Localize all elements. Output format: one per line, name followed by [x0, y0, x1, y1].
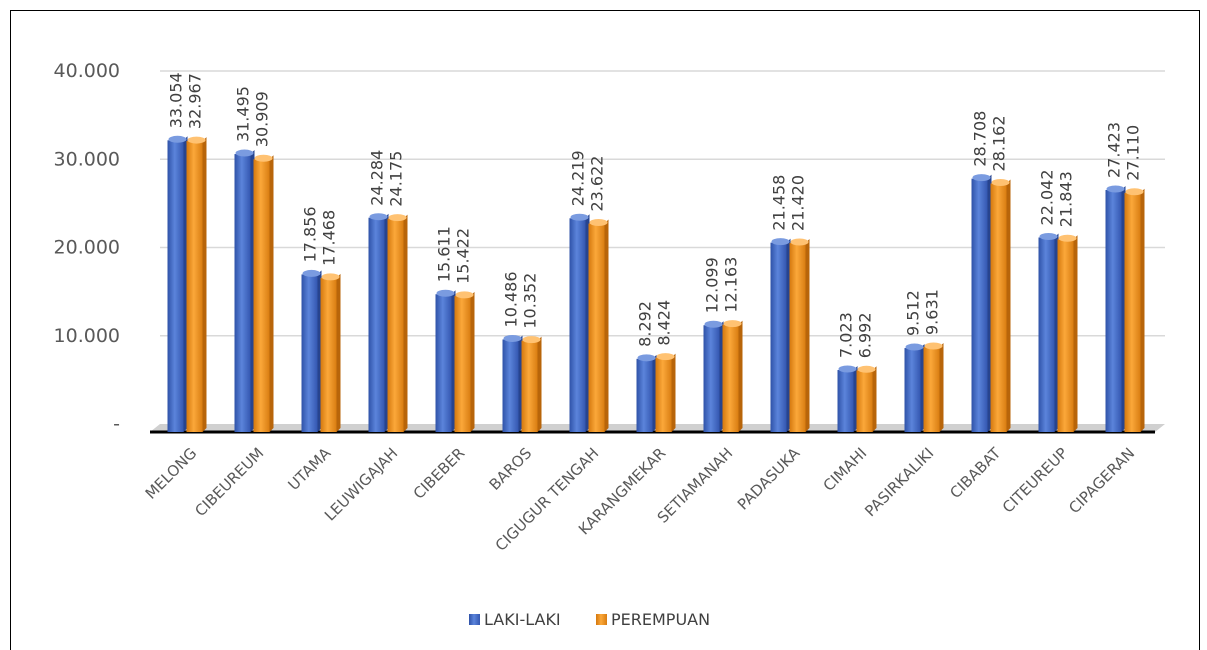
data-label: 17.856	[301, 206, 320, 262]
data-labels: 33.054 32.967 31.495 30.909 17.856 17.468 24.2…	[167, 72, 1143, 358]
data-label: 27.423	[1105, 122, 1124, 178]
x-category-label: PASIRKALIKI	[861, 444, 937, 520]
data-label: 28.708	[971, 111, 990, 167]
bar-laki-laki-cibeureum	[234, 149, 255, 432]
bar-laki-laki-baros	[502, 334, 523, 432]
data-label: 33.054	[167, 72, 186, 128]
bar-perempuan-utama	[320, 273, 341, 432]
bar-perempuan-setiamanah	[722, 320, 743, 432]
bar-perempuan-baros	[521, 336, 542, 432]
data-label: 24.219	[569, 150, 588, 206]
y-axis: - 10.000 20.000 30.000 40.000	[54, 60, 120, 435]
data-label: 22.042	[1038, 169, 1057, 225]
bar-perempuan-cipageran	[1124, 188, 1145, 432]
bar-perempuan-karangmekar	[655, 353, 676, 432]
bar-laki-laki-cigugur-tengah	[569, 213, 590, 432]
bar-perempuan-pasirkaliki	[923, 342, 944, 432]
data-label: 8.292	[636, 301, 655, 347]
bar-laki-laki-utama	[301, 269, 322, 432]
bar-laki-laki-cipageran	[1105, 185, 1126, 432]
data-label: 17.468	[320, 210, 339, 266]
x-category-label: BAROS	[486, 444, 536, 494]
y-tick-label: 30.000	[54, 148, 120, 170]
data-label: 12.163	[722, 257, 741, 313]
data-label: 21.420	[789, 175, 808, 231]
data-label: 7.023	[837, 312, 856, 358]
bar-perempuan-cimahi	[856, 365, 877, 432]
chart-frame	[10, 10, 1200, 650]
bar-laki-laki-citeureup	[1038, 232, 1059, 432]
bar-perempuan-cibeber	[454, 291, 475, 432]
bar-laki-laki-cibabat	[971, 174, 992, 432]
bar-perempuan-melong	[186, 136, 207, 432]
x-category-label: CIMAHI	[820, 444, 871, 495]
data-label: 8.424	[655, 300, 674, 346]
x-category-label: CIBABAT	[946, 444, 1005, 503]
bar-laki-laki-cimahi	[837, 365, 858, 432]
y-tick-label: 40.000	[54, 60, 120, 82]
bar-perempuan-padasuka	[789, 238, 810, 432]
x-category-label: CIPAGERAN	[1065, 444, 1138, 517]
data-label: 15.422	[454, 228, 473, 284]
bar-perempuan-leuwigajah	[387, 214, 408, 432]
data-label: 6.992	[856, 312, 875, 358]
data-label: 32.967	[186, 73, 205, 129]
x-category-label: CITEUREUP	[999, 444, 1071, 516]
legend-swatch-laki-laki	[469, 614, 480, 625]
x-category-label: PADASUKA	[734, 444, 804, 514]
bar-perempuan-cibeureum	[253, 154, 274, 432]
data-label: 24.175	[387, 151, 406, 207]
bar-laki-laki-setiamanah	[703, 320, 724, 432]
legend: LAKI-LAKI PEREMPUAN	[469, 610, 710, 629]
y-tick-label: -	[113, 413, 120, 435]
x-category-label: CIBEUREUM	[191, 444, 267, 520]
data-label: 10.486	[502, 271, 521, 327]
data-label: 27.110	[1124, 125, 1143, 181]
data-label: 30.909	[253, 91, 272, 147]
data-label: 24.284	[368, 150, 387, 206]
x-category-label: CIBEBER	[410, 444, 469, 503]
bars	[167, 135, 1145, 432]
bar-laki-laki-melong	[167, 135, 188, 432]
bar-laki-laki-leuwigajah	[368, 213, 389, 432]
data-label: 23.622	[588, 156, 607, 212]
x-category-label: MELONG	[142, 444, 201, 503]
bar-perempuan-cigugur-tengah	[588, 219, 609, 432]
data-label: 10.352	[521, 273, 540, 329]
legend-label-perempuan: PEREMPUAN	[611, 610, 710, 629]
legend-swatch-perempuan	[596, 614, 607, 625]
y-tick-label: 20.000	[54, 237, 120, 259]
data-label: 31.495	[234, 86, 253, 142]
data-label: 15.611	[435, 226, 454, 282]
bar-laki-laki-cibeber	[435, 289, 456, 432]
bar-laki-laki-padasuka	[770, 238, 791, 432]
bar-perempuan-citeureup	[1057, 234, 1078, 432]
legend-label-laki-laki: LAKI-LAKI	[484, 610, 561, 629]
x-category-label: UTAMA	[285, 444, 335, 494]
bar-laki-laki-karangmekar	[636, 354, 657, 432]
data-label: 21.458	[770, 175, 789, 231]
y-tick-label: 10.000	[54, 325, 120, 347]
data-label: 21.843	[1057, 171, 1076, 227]
data-label: 12.099	[703, 257, 722, 313]
bar-perempuan-cibabat	[990, 178, 1011, 432]
data-label: 28.162	[990, 115, 1009, 171]
data-label: 9.512	[904, 290, 923, 336]
bar-laki-laki-pasirkaliki	[904, 343, 925, 432]
data-label: 9.631	[923, 289, 942, 335]
